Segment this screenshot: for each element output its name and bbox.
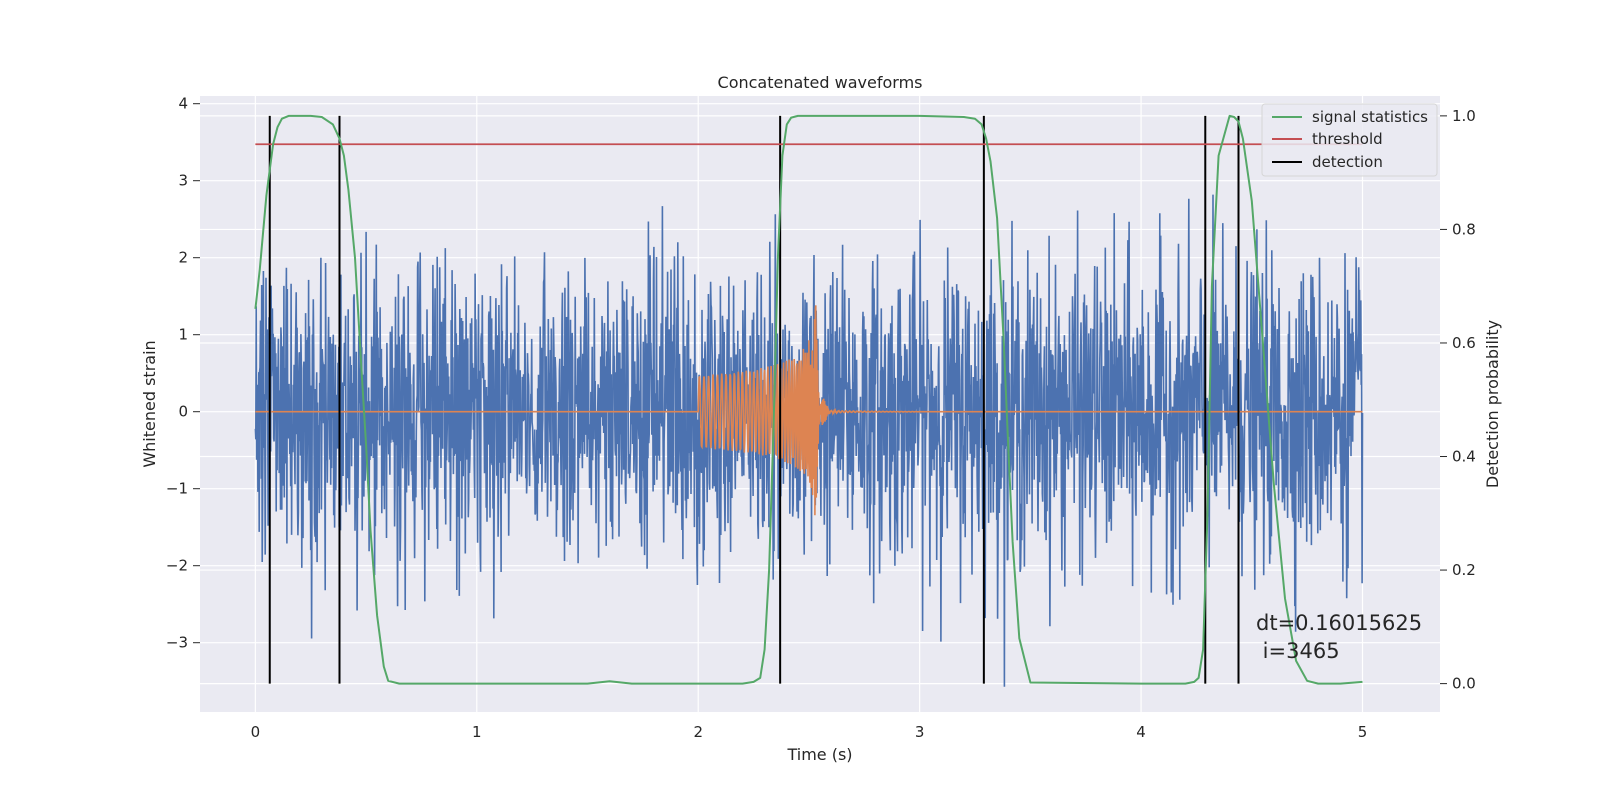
y-tick-label-4: 1 <box>178 326 188 344</box>
y-tick-label-2: −1 <box>166 480 188 498</box>
chirp-series <box>255 305 1363 516</box>
x-tick-label-4: 4 <box>1136 723 1146 741</box>
y2-axis-label: Detection probability <box>1483 320 1502 488</box>
y2-tick-label-0: 0.0 <box>1452 675 1476 693</box>
y-tick-label-3: 0 <box>178 403 188 421</box>
legend-entry-threshold: threshold <box>1312 130 1383 148</box>
legend-entry-detection: detection <box>1312 153 1383 171</box>
y-tick-label-7: 4 <box>178 95 188 113</box>
legend-entry-signal-statistics: signal statistics <box>1312 108 1428 126</box>
annotation-i: i=3465 <box>1256 639 1340 663</box>
y-axis-label: Whitened strain <box>140 340 159 467</box>
x-axis-label: Time (s) <box>786 745 852 764</box>
y2-tick-label-2: 0.4 <box>1452 448 1476 466</box>
legend: signal statistics threshold detection <box>1261 103 1438 177</box>
chirp-line <box>255 305 1363 516</box>
y2-tick-label-5: 1.0 <box>1452 107 1476 125</box>
x-tick-label-0: 0 <box>251 723 261 741</box>
y-tick-label-6: 3 <box>178 172 188 190</box>
x-tick-label-2: 2 <box>693 723 703 741</box>
signal-statistics-series <box>254 114 1363 685</box>
signal-statistics-line <box>254 114 1363 685</box>
y-tick-label-1: −2 <box>166 557 188 575</box>
y2-tick-label-4: 0.8 <box>1452 220 1476 238</box>
annotation-dt: dt=0.16015625 <box>1256 611 1422 635</box>
legend-box <box>1261 103 1438 177</box>
y2-tick-label-3: 0.6 <box>1452 334 1476 352</box>
y2-tick-label-1: 0.2 <box>1452 561 1476 579</box>
y-tick-label-5: 2 <box>178 249 188 267</box>
y-tick-label-0: −3 <box>166 634 188 652</box>
ticks: 0 1 2 3 4 5 −3 −2 −1 0 1 2 3 4 0.0 0.2 0.4 0.6 0.8 1.0 <box>166 95 1476 741</box>
x-tick-label-1: 1 <box>472 723 482 741</box>
x-tick-label-5: 5 <box>1358 723 1368 741</box>
chart-title: Concatenated waveforms <box>718 73 923 92</box>
x-tick-label-3: 3 <box>915 723 925 741</box>
